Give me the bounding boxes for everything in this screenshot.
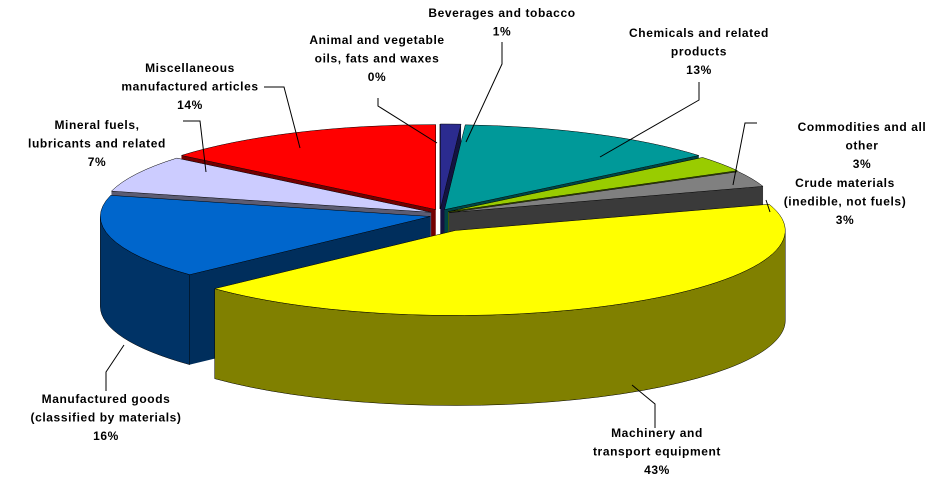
slice	[214, 203, 786, 406]
slice-label-line: other	[846, 139, 879, 153]
slice-label-line: Miscellaneous	[145, 61, 235, 75]
slice-label-line: Chemicals and related	[629, 26, 769, 40]
slice-label-line: oils, fats and waxes	[315, 52, 440, 66]
slice-label-line: Animal and vegetable	[309, 33, 444, 47]
slice-value-label: 16%	[93, 429, 119, 443]
slice-label-line: (classified by materials)	[30, 411, 181, 425]
slice-value-label: 1%	[493, 25, 512, 39]
slice-value-label: 43%	[644, 463, 670, 477]
slice-label-line: transport equipment	[593, 445, 721, 459]
slice-label-line: Commodities and all	[798, 120, 927, 134]
slice-label-line: Mineral fuels,	[54, 118, 139, 132]
slice-top	[100, 195, 431, 275]
slice-label: Beverages and tobacco	[428, 6, 575, 20]
slice-top	[449, 171, 764, 213]
leader-line	[105, 344, 125, 391]
slice-label-line: Machinery and	[611, 426, 703, 440]
slice-label: Miscellaneous manufactured articles	[121, 61, 258, 94]
leader-line	[631, 384, 656, 428]
slice-label: Mineral fuels, lubricants and related	[28, 118, 166, 151]
slice-label-line: manufactured articles	[121, 80, 258, 94]
leader-line	[377, 98, 438, 144]
slice-label-line: Beverages and tobacco	[428, 6, 575, 20]
slice-label: Animal and vegetable oils, fats and waxes	[309, 33, 444, 66]
slice-top	[214, 203, 786, 316]
slice-label: Machinery and transport equipment	[593, 426, 721, 459]
leader-line	[183, 120, 207, 173]
slice-top	[110, 157, 432, 213]
slice-value-label: 7%	[88, 155, 107, 169]
slice-top	[448, 157, 739, 212]
slice-label: Chemicals and related products	[629, 26, 769, 59]
slice-value-label: 14%	[177, 98, 203, 112]
leader-line	[264, 86, 301, 149]
leader-line	[765, 199, 771, 213]
slice-value-label: 3%	[853, 157, 872, 171]
slice-value-label: 0%	[368, 70, 387, 84]
slice-value-label: 3%	[836, 213, 855, 227]
leader-line	[599, 82, 700, 158]
slice-label-line: Crude materials	[795, 176, 895, 190]
slice-top	[440, 123, 462, 210]
slice-label-line: Manufactured goods	[42, 392, 171, 406]
slice-label: Commodities and all other	[798, 120, 927, 153]
slice-top	[180, 124, 436, 210]
leader-line	[732, 122, 757, 186]
leader-line	[465, 42, 503, 143]
slice-label-line: lubricants and related	[28, 137, 166, 151]
slice-label-line: (inedible, not fuels)	[784, 195, 907, 209]
slice-label: Manufactured goods (classified by materia…	[30, 392, 181, 425]
slice-value-label: 13%	[686, 63, 712, 77]
slice-label-line: products	[671, 45, 727, 59]
slice-top	[444, 124, 700, 210]
slice-label: Crude materials (inedible, not fuels)	[784, 176, 907, 209]
